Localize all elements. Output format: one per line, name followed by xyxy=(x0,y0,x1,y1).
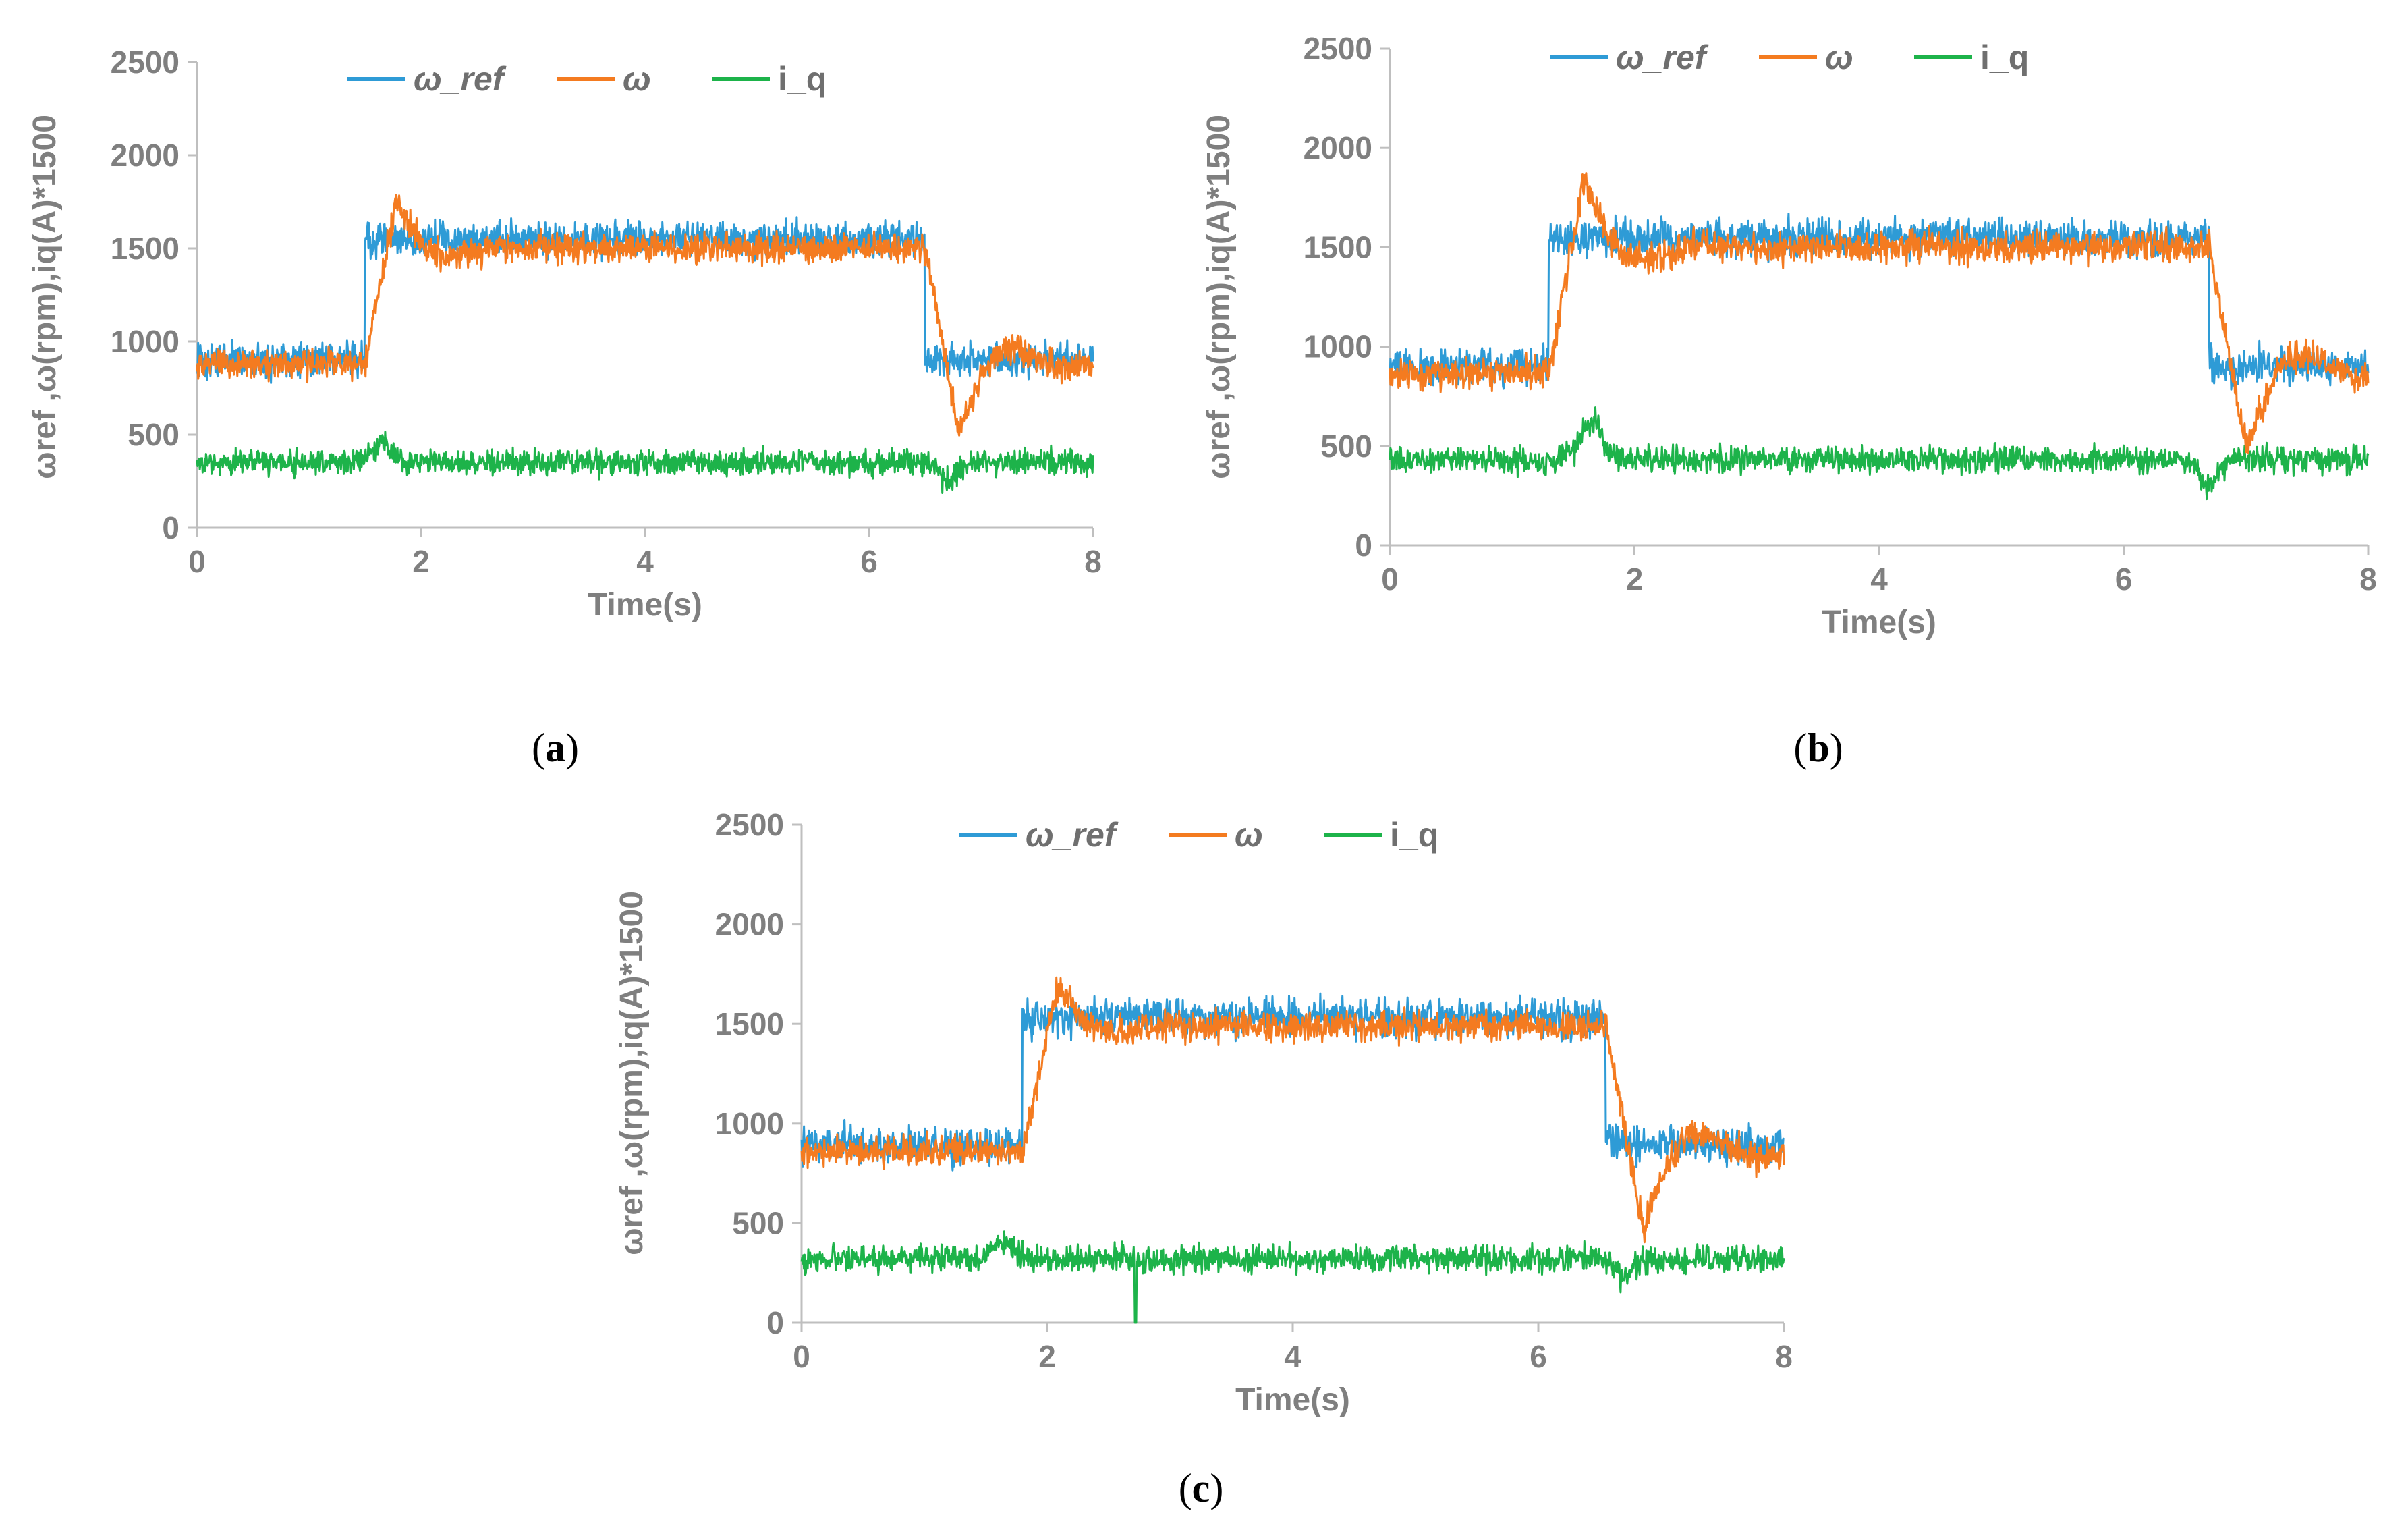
x-tick-label: 8 xyxy=(2359,561,2377,597)
series-line-omega-ref xyxy=(1389,213,2370,391)
x-tick-label: 6 xyxy=(860,544,878,579)
y-tick-label: 2500 xyxy=(1304,31,1372,66)
series-line-omega-ref xyxy=(800,992,1785,1172)
panel-caption: (b) xyxy=(1793,725,1843,770)
x-tick-label: 2 xyxy=(1626,561,1644,597)
x-axis-label: Time(s) xyxy=(1235,1382,1350,1418)
legend-label-omega: ω xyxy=(1825,38,1853,76)
series-line-iq xyxy=(1389,406,2370,501)
y-axis-label: ωref ,ω(rpm),iq(A)*1500 xyxy=(1201,115,1237,479)
x-tick-label: 0 xyxy=(1381,561,1399,597)
x-tick-label: 8 xyxy=(1775,1339,1793,1374)
x-axis-label: Time(s) xyxy=(1822,605,1936,640)
y-tick-label: 1000 xyxy=(715,1106,784,1141)
y-tick-label: 2000 xyxy=(111,138,179,173)
y-tick-label: 2500 xyxy=(715,807,784,842)
y-tick-label: 0 xyxy=(766,1305,784,1340)
x-tick-label: 2 xyxy=(412,544,430,579)
series-line-iq xyxy=(800,1230,1785,1324)
y-tick-label: 2500 xyxy=(111,45,179,80)
y-tick-label: 1000 xyxy=(1304,329,1372,364)
x-tick-label: 4 xyxy=(1284,1339,1301,1374)
y-tick-label: 1500 xyxy=(715,1006,784,1041)
x-tick-label: 0 xyxy=(188,544,206,579)
x-tick-label: 6 xyxy=(1530,1339,1547,1374)
legend-label-iq: i_q xyxy=(778,60,827,98)
legend-label-iq: i_q xyxy=(1390,816,1438,854)
legend-label-omega-ref: ω_ref xyxy=(414,60,507,98)
y-axis-label: ωref ,ω(rpm),iq(A)*1500 xyxy=(614,891,650,1255)
series-line-omega xyxy=(196,194,1094,437)
legend-label-omega: ω xyxy=(1235,816,1263,854)
series-line-omega xyxy=(1389,172,2370,455)
y-axis-label: ωref ,ω(rpm),iq(A)*1500 xyxy=(27,115,63,479)
legend-label-omega-ref: ω_ref xyxy=(1616,38,1709,76)
panel-caption: (c) xyxy=(1179,1466,1224,1510)
chart-panel-c: 0 500 1000 1500 2000 2500 0 2 4 6 8 Time(s) ωref ,ω(… xyxy=(614,807,1793,1510)
chart-panel-b: 0 500 1000 1500 2000 2500 0 2 4 6 8 Time(s) ωref ,ω(… xyxy=(1201,31,2377,770)
legend-label-omega-ref: ω_ref xyxy=(1026,816,1119,854)
y-tick-label: 2000 xyxy=(715,907,784,942)
legend-label-omega: ω xyxy=(623,60,651,98)
legend-label-iq: i_q xyxy=(1980,38,2029,76)
series-line-iq xyxy=(196,431,1094,494)
y-tick-label: 1500 xyxy=(111,231,179,266)
y-tick-label: 0 xyxy=(162,510,179,545)
x-tick-label: 0 xyxy=(793,1339,810,1374)
x-tick-label: 6 xyxy=(2115,561,2133,597)
y-tick-label: 1000 xyxy=(111,324,179,359)
panel-caption: (a) xyxy=(532,725,579,770)
y-tick-label: 500 xyxy=(128,417,179,452)
y-tick-label: 1500 xyxy=(1304,229,1372,265)
x-tick-label: 2 xyxy=(1038,1339,1056,1374)
chart-panel-a: 0 500 1000 1500 2000 2500 0 2 4 6 8 Time(s) ωref ,ω(… xyxy=(27,45,1102,770)
y-tick-label: 500 xyxy=(1320,429,1372,464)
x-axis-label: Time(s) xyxy=(588,587,702,623)
x-tick-label: 4 xyxy=(636,544,654,579)
series-line-omega xyxy=(800,976,1785,1244)
y-tick-label: 500 xyxy=(732,1205,784,1240)
x-tick-label: 8 xyxy=(1084,544,1102,579)
y-tick-label: 0 xyxy=(1355,528,1372,563)
x-tick-label: 4 xyxy=(1870,561,1888,597)
y-tick-label: 2000 xyxy=(1304,130,1372,165)
